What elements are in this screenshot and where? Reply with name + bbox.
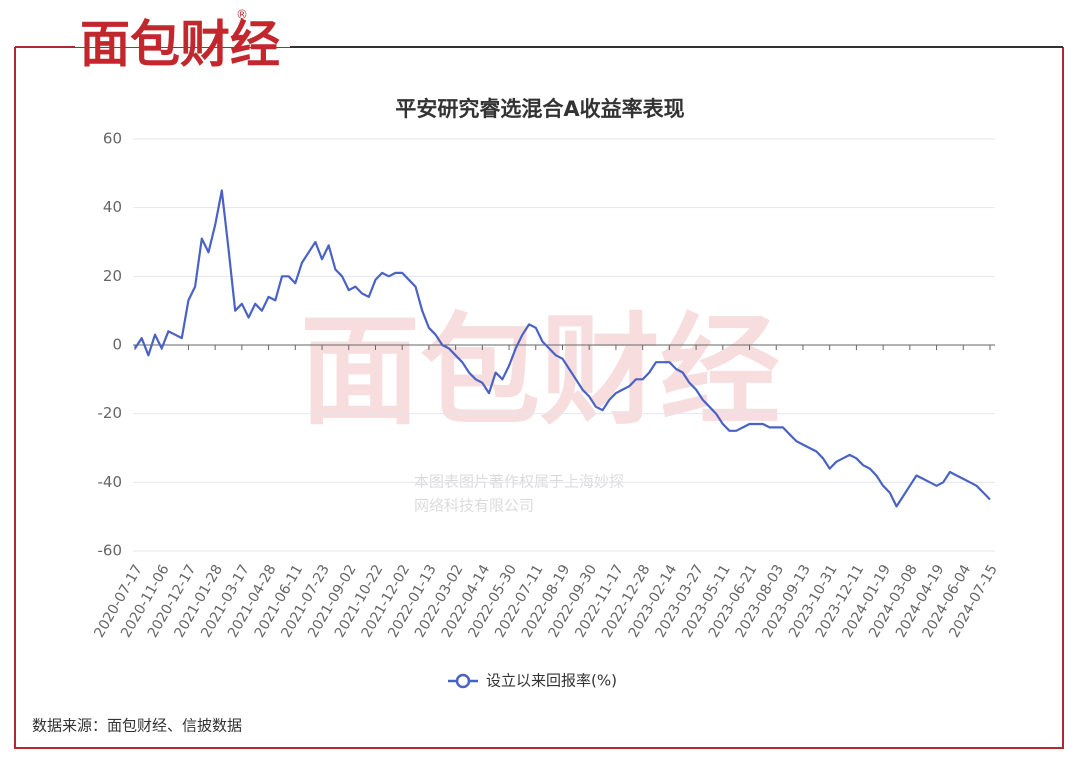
y-tick-label: 40	[103, 198, 122, 216]
watermark-text: 网络科技有限公司	[414, 497, 534, 515]
watermark-logo: 面包财经	[300, 303, 780, 442]
brand-mark: ®	[236, 8, 248, 22]
series-line	[134, 189, 991, 508]
y-tick-label: 60	[103, 130, 122, 148]
y-tick-label: -60	[98, 542, 123, 560]
brand-logo: 面包财经	[80, 16, 280, 74]
y-tick-label: 20	[103, 267, 122, 285]
chart-title: 平安研究睿选混合A收益率表现	[395, 97, 684, 121]
header-bg	[0, 0, 1080, 47]
watermark: 面包财经 本图表图片著作权属于上海妙探 网络科技有限公司	[300, 303, 780, 515]
watermark-text: 本图表图片著作权属于上海妙探	[414, 473, 624, 491]
source-note: 数据来源：面包财经、信披数据	[32, 717, 242, 735]
y-tick-label: -40	[98, 473, 123, 491]
legend-marker	[455, 673, 471, 689]
y-tick-label: -20	[98, 404, 123, 422]
y-tick-label: 0	[112, 336, 122, 354]
legend-label: 设立以来回报率(%)	[486, 672, 617, 690]
